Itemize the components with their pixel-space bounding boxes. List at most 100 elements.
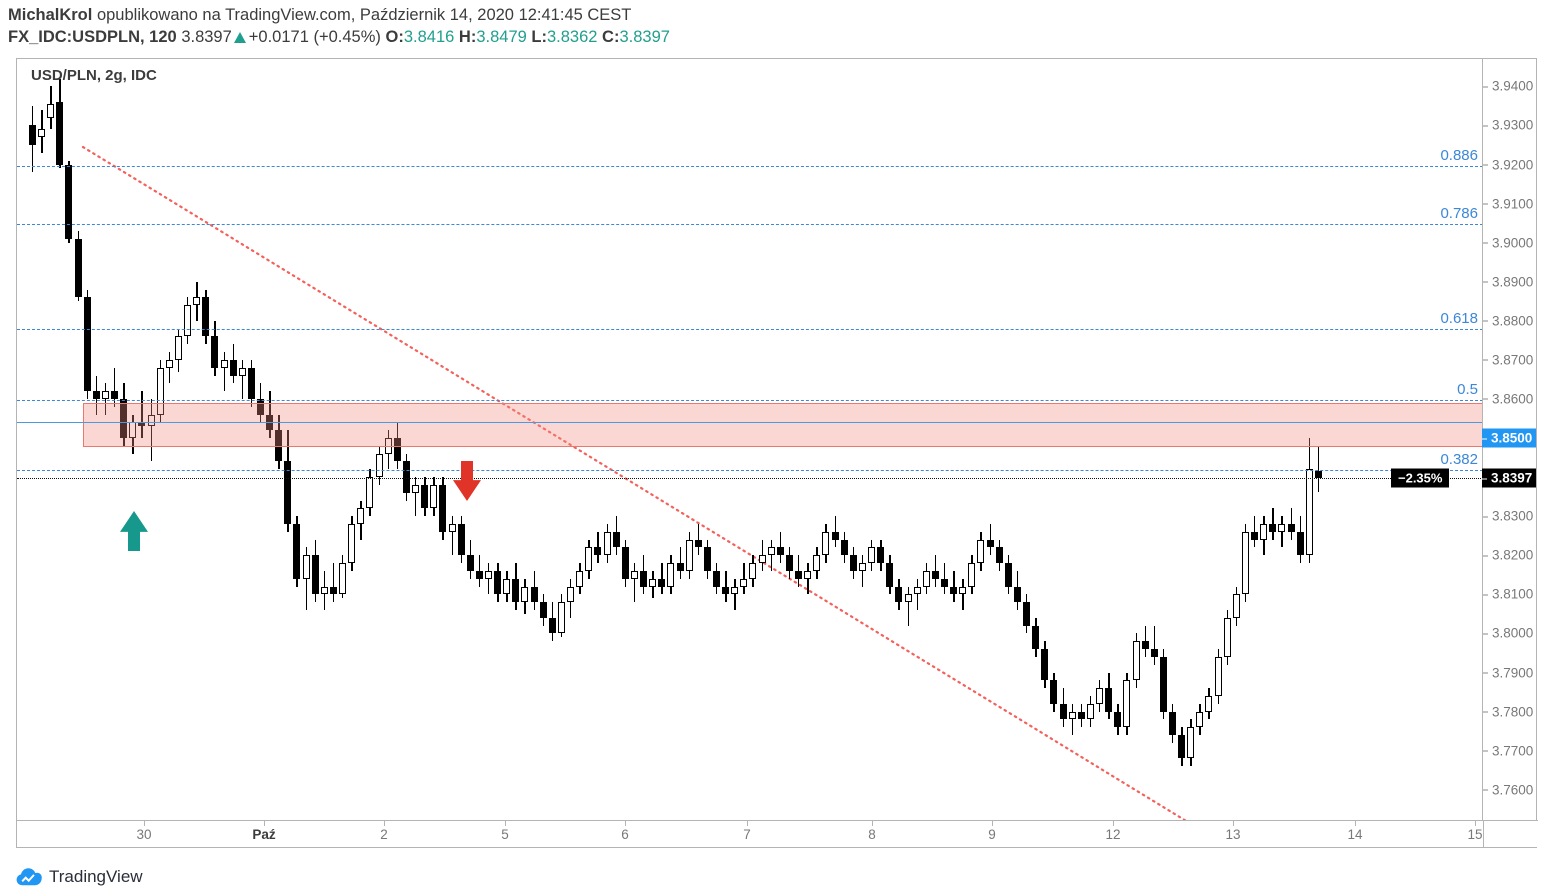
change-percent: (+0.45%) <box>313 28 381 46</box>
high-value: 3.8479 <box>476 28 527 46</box>
up-triangle-icon <box>233 32 246 43</box>
supply-zone-rectangle[interactable] <box>83 402 1483 448</box>
candle-body <box>284 461 292 524</box>
candle-body <box>184 305 192 337</box>
candle-body <box>111 391 119 399</box>
fib-level-line[interactable] <box>17 399 1483 401</box>
chart-container[interactable]: USD/PLN, 2g, IDC 0.886 0.786 0.618 0.5 0.382… <box>16 58 1538 848</box>
candle-body <box>1023 602 1031 626</box>
low-value: 3.8362 <box>546 28 598 46</box>
price-tick-label: 3.9100 <box>1483 196 1537 211</box>
candle-body <box>1086 703 1094 720</box>
candle-body <box>521 586 529 603</box>
candle-body <box>749 563 757 579</box>
candle-body <box>977 539 985 564</box>
candle-body <box>402 461 410 493</box>
fib-level-line[interactable] <box>17 224 1483 226</box>
time-tick-label: 13 <box>1225 827 1241 842</box>
candle-body <box>904 594 912 603</box>
candle-wick <box>934 555 937 587</box>
time-tick-label: 12 <box>1105 827 1121 842</box>
candle-body <box>530 586 538 603</box>
time-tick-mark <box>1233 821 1234 826</box>
last-price-badge[interactable]: 3.8397 <box>1482 468 1536 488</box>
time-tick-label: 8 <box>868 827 876 842</box>
open-value: 3.8416 <box>403 28 455 46</box>
candle-body <box>238 367 246 376</box>
candle-body <box>247 367 255 399</box>
chart-plot-area[interactable]: 0.886 0.786 0.618 0.5 0.382 −2.35% <box>17 59 1483 821</box>
candle-body <box>1196 711 1204 728</box>
price-axis[interactable]: 3.9400 3.9300 3.9200 3.9100 3.9000 3.8900 3.88… <box>1482 59 1536 821</box>
high-label: H: <box>458 28 477 46</box>
candle-body <box>886 563 894 587</box>
fib-level-line[interactable] <box>17 328 1483 330</box>
candle-body <box>895 586 903 603</box>
open-label: O: <box>385 28 404 46</box>
candle-body <box>1077 711 1085 720</box>
candle-body <box>913 586 921 595</box>
candle-body <box>621 547 629 579</box>
price-tick-label: 3.8600 <box>1483 391 1537 406</box>
candle-body <box>931 570 939 579</box>
candle-body <box>1223 617 1231 657</box>
time-tick-label: Paź <box>252 827 276 842</box>
price-tick-label: 3.9000 <box>1483 235 1537 250</box>
price-tick-label: 3.9300 <box>1483 118 1537 133</box>
candle-body <box>603 531 611 556</box>
candle-body <box>1187 727 1195 759</box>
candle-body <box>1278 524 1286 532</box>
time-tick-mark <box>747 821 748 826</box>
price-tick-label: 3.9200 <box>1483 157 1537 172</box>
candle-body <box>576 570 584 587</box>
candle-body <box>567 586 575 603</box>
drawings-layer <box>81 145 1189 821</box>
zone-price-badge[interactable]: 3.8500 <box>1482 428 1536 448</box>
candle-body <box>649 578 657 587</box>
candle-wick <box>1071 703 1074 736</box>
change-absolute: +0.0171 <box>248 28 309 46</box>
candle-body <box>1159 656 1167 712</box>
candle-body <box>466 555 474 571</box>
candle-wick <box>661 563 663 595</box>
time-tick-mark <box>384 821 385 826</box>
candle-wick <box>907 586 909 626</box>
candle-body <box>959 586 967 595</box>
candle-body <box>785 555 793 571</box>
tradingview-brand-text: TradingView <box>49 867 143 886</box>
fib-level-label: 0.786 <box>1440 205 1478 223</box>
buy-signal-arrow[interactable] <box>119 509 149 553</box>
time-tick-label: 7 <box>743 827 751 842</box>
candle-body <box>1050 680 1058 704</box>
candle-body <box>685 539 693 571</box>
candle-wick <box>141 391 143 439</box>
candle-wick <box>861 555 864 587</box>
candle-body <box>767 547 775 556</box>
sell-signal-arrow[interactable] <box>452 459 482 503</box>
candle-wick <box>916 578 919 610</box>
candle-body <box>293 524 301 579</box>
candle-wick <box>1317 446 1320 492</box>
candle-body <box>1296 531 1304 556</box>
fib-level-line[interactable] <box>17 470 1483 472</box>
candle-body <box>658 578 666 587</box>
candle-body <box>1123 680 1131 728</box>
candle-body <box>868 547 876 564</box>
fib-level-line[interactable] <box>17 166 1483 168</box>
candle-body <box>366 477 374 509</box>
candle-body <box>1269 524 1277 532</box>
price-tick-label: 3.8800 <box>1483 313 1537 328</box>
candle-body <box>986 539 994 548</box>
candle-body <box>858 563 866 571</box>
candle-body <box>1096 688 1104 704</box>
time-tick-mark <box>505 821 506 826</box>
candle-body <box>165 359 173 368</box>
price-tick-label: 3.8100 <box>1483 587 1537 602</box>
candle-body <box>512 578 520 603</box>
zone-midline[interactable] <box>17 422 1483 424</box>
time-tick-mark <box>1355 821 1356 826</box>
time-axis[interactable]: 30 Paź 2 5 6 7 8 9 12 13 14 15 <box>17 820 1538 848</box>
price-tick-label: 3.7700 <box>1483 743 1537 758</box>
symbol-label[interactable]: FX_IDC:USDPLN, 120 <box>8 28 177 46</box>
candle-body <box>548 617 556 634</box>
